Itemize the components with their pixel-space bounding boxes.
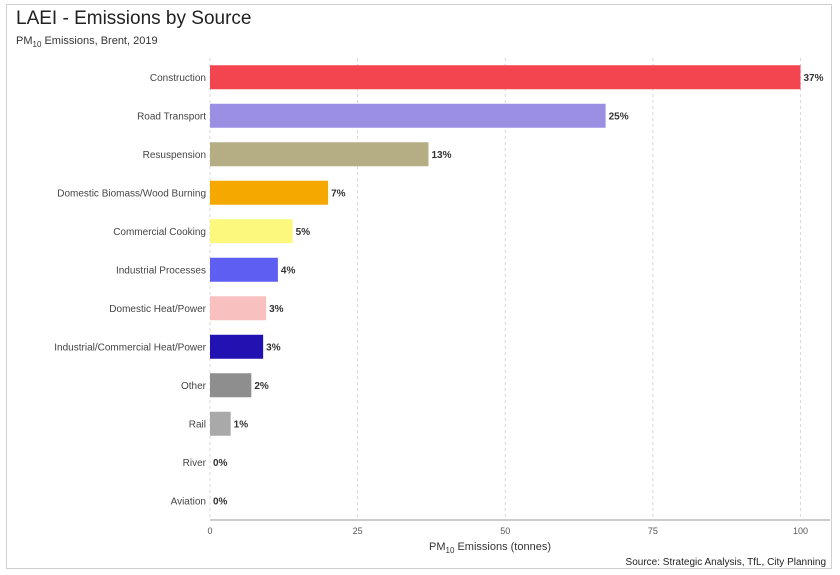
subtitle-suffix: Emissions, Brent, 2019 (41, 35, 158, 47)
subtitle-subscript: 10 (32, 40, 42, 50)
x-tick-label: 75 (648, 526, 658, 536)
data-label: 3% (269, 304, 284, 315)
category-label: Domestic Heat/Power (109, 304, 206, 315)
data-label: 13% (431, 150, 451, 161)
category-label: Rail (189, 419, 206, 430)
bar (210, 219, 293, 244)
data-label: 0% (213, 458, 228, 469)
bar (210, 142, 429, 167)
bar (210, 65, 801, 90)
category-label: Industrial Processes (116, 265, 206, 276)
data-label: 4% (281, 265, 296, 276)
data-label: 37% (803, 73, 823, 84)
source-note: Source: Strategic Analysis, TfL, City Pl… (625, 557, 826, 568)
x-tick-label: 50 (500, 526, 510, 536)
category-label: Resuspension (143, 150, 206, 161)
bar (210, 257, 278, 282)
data-label: 3% (266, 342, 281, 353)
data-label: 7% (331, 188, 346, 199)
x-tick-label: 0 (207, 526, 212, 536)
data-label: 5% (296, 227, 311, 238)
data-label: 0% (213, 496, 228, 507)
x-axis-title-prefix: PM (429, 541, 446, 553)
x-axis-title: PM10 Emissions (tonnes) (429, 541, 551, 555)
category-label: River (183, 458, 207, 469)
x-tick-label: 100 (793, 526, 808, 536)
chart-title: LAEI - Emissions by Source (16, 8, 252, 29)
bar (210, 180, 329, 205)
category-label: Construction (150, 73, 206, 84)
subtitle-prefix: PM (16, 35, 33, 47)
bar (210, 103, 606, 128)
data-label: 1% (234, 419, 249, 430)
category-label: Road Transport (137, 111, 206, 122)
category-label: Industrial/Commercial Heat/Power (54, 342, 206, 353)
data-label: 2% (254, 381, 269, 392)
x-axis-title-subscript: 10 (446, 546, 455, 555)
bar (210, 296, 267, 321)
data-label: 25% (609, 111, 629, 122)
x-axis-title-suffix: Emissions (tonnes) (454, 541, 551, 553)
category-label: Aviation (171, 496, 206, 507)
bar (210, 373, 252, 398)
category-label: Commercial Cooking (113, 227, 206, 238)
chart-frame (6, 4, 832, 569)
bar (210, 411, 231, 436)
category-label: Other (181, 381, 207, 392)
bar (210, 334, 264, 359)
category-label: Domestic Biomass/Wood Burning (57, 188, 206, 199)
chart-subtitle: PM10 Emissions, Brent, 2019 (16, 35, 158, 49)
x-tick-label: 25 (353, 526, 363, 536)
